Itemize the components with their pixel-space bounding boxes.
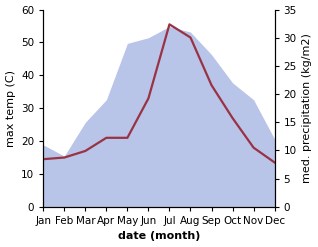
Y-axis label: max temp (C): max temp (C) <box>5 70 16 147</box>
Y-axis label: med. precipitation (kg/m2): med. precipitation (kg/m2) <box>302 33 313 183</box>
X-axis label: date (month): date (month) <box>118 231 200 242</box>
